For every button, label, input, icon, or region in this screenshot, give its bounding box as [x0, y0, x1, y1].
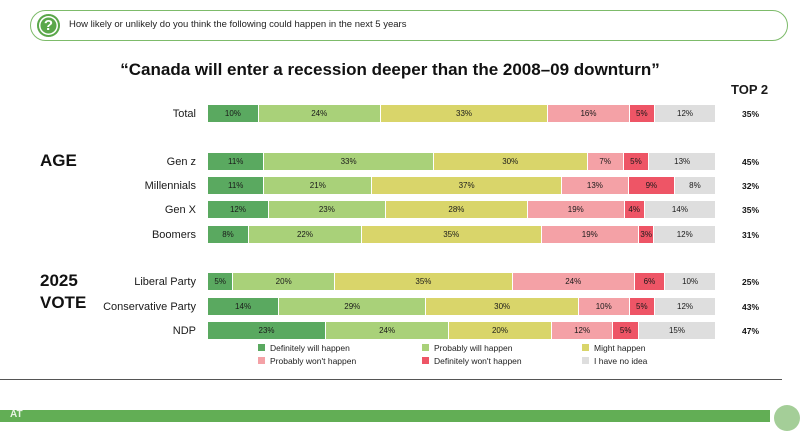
legend-label: Probably won't happen: [270, 356, 357, 366]
legend-label: Might happen: [594, 343, 646, 353]
legend-item: I have no idea: [582, 356, 647, 366]
legend-label: Definitely won't happen: [434, 356, 522, 366]
bar-segment: 20%: [449, 322, 552, 339]
bar-segment: 35%: [361, 226, 542, 243]
bar-segment: 29%: [279, 298, 427, 315]
legend-swatch: [582, 344, 589, 351]
legend-label: Definitely will happen: [270, 343, 350, 353]
group-label-vote: 2025 VOTE: [40, 271, 87, 312]
top2-value: 43%: [742, 301, 760, 312]
top2-header: TOP 2: [731, 82, 769, 97]
bar-segment: 12%: [654, 226, 716, 243]
legend-swatch: [258, 344, 265, 351]
legend-swatch: [422, 357, 429, 364]
legend-label: Probably will happen: [434, 343, 513, 353]
bar-segment: 30%: [433, 153, 588, 170]
bar-segment: 21%: [264, 177, 373, 194]
bar-segment: 20%: [233, 273, 335, 290]
row-label: NDP: [172, 324, 196, 337]
bar-segment: 19%: [541, 226, 640, 243]
top2-value: 32%: [742, 180, 760, 191]
divider: [0, 379, 782, 380]
question-text: How likely or unlikely do you think the …: [69, 19, 407, 30]
bar-segment: 3%: [639, 226, 655, 243]
row-label: Gen X: [164, 203, 196, 216]
bar-segment: 35%: [335, 273, 513, 290]
bar-segment: 10%: [208, 105, 259, 122]
bar-segment: 16%: [548, 105, 630, 122]
bar-segment: 11%: [208, 153, 265, 170]
question-icon: ?: [37, 14, 60, 37]
bar-segment: 8%: [674, 177, 716, 194]
top2-value: 35%: [742, 108, 760, 119]
top2-value: 31%: [742, 229, 760, 240]
bar-segment: 13%: [562, 177, 629, 194]
bar-segment: 5%: [629, 298, 656, 315]
bar-segment: 10%: [578, 298, 630, 315]
bar-segment: 5%: [208, 273, 234, 290]
legend-swatch: [582, 357, 589, 364]
legend-item: Probably will happen: [422, 343, 512, 353]
bar-segment: 12%: [551, 322, 614, 339]
legend-item: Probably won't happen: [258, 356, 356, 366]
bar-segment: 4%: [624, 201, 645, 218]
bar-segment: 8%: [208, 226, 250, 243]
bar-segment: 30%: [426, 298, 579, 315]
top2-value: 25%: [742, 276, 760, 287]
bar-segment: 11%: [208, 177, 265, 194]
bar-segment: 5%: [623, 153, 650, 170]
row-label: Liberal Party: [134, 275, 196, 288]
bar-segment: 12%: [655, 105, 716, 122]
legend-swatch: [422, 344, 429, 351]
bar-segment: 28%: [385, 201, 529, 218]
bar-segment: 14%: [644, 201, 716, 218]
bar-segment: 23%: [268, 201, 386, 218]
top2-value: 47%: [742, 325, 760, 336]
bar-segment: 23%: [208, 322, 327, 339]
bar-segment: 5%: [613, 322, 640, 339]
top2-value: 35%: [742, 204, 760, 215]
bar-segment: 5%: [629, 105, 656, 122]
legend-item: Might happen: [582, 343, 646, 353]
bar-segment: 6%: [634, 273, 666, 290]
bar-segment: 15%: [639, 322, 716, 339]
footer-circle: [774, 405, 800, 431]
bar-segment: 33%: [380, 105, 549, 122]
bar-segment: 24%: [258, 105, 381, 122]
footer-logo: AT: [10, 409, 23, 420]
chart-title: “Canada will enter a recession deeper th…: [120, 60, 660, 79]
row-label: Boomers: [151, 228, 196, 241]
bar-segment: 13%: [649, 153, 716, 170]
bar-segment: 12%: [208, 201, 269, 218]
bar-segment: 19%: [528, 201, 625, 218]
question-banner: ? How likely or unlikely do you think th…: [30, 10, 788, 41]
bar-segment: 12%: [655, 298, 716, 315]
bar-segment: 24%: [326, 322, 450, 339]
bar-segment: 22%: [249, 226, 362, 243]
bar-segment: 7%: [587, 153, 624, 170]
bar-segment: 24%: [512, 273, 635, 290]
row-label: Total: [172, 107, 196, 120]
group-label-age: AGE: [40, 151, 77, 170]
row-label: Gen z: [166, 155, 196, 168]
legend-swatch: [258, 357, 265, 364]
footer-bar: [0, 410, 770, 422]
legend-item: Definitely will happen: [258, 343, 350, 353]
bar-segment: 9%: [628, 177, 675, 194]
bar-segment: 14%: [208, 298, 280, 315]
bar-segment: 37%: [372, 177, 563, 194]
legend-item: Definitely won't happen: [422, 356, 522, 366]
row-label: Millennials: [144, 179, 196, 192]
bar-segment: 33%: [264, 153, 434, 170]
legend-label: I have no idea: [594, 356, 648, 366]
row-label: Conservative Party: [103, 300, 196, 313]
bar-segment: 10%: [665, 273, 716, 290]
top2-value: 45%: [742, 156, 760, 167]
